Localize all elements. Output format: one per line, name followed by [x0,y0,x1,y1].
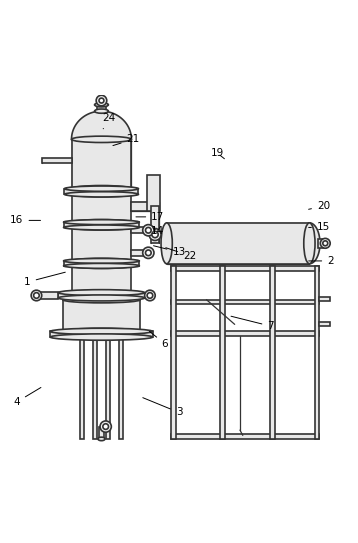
Ellipse shape [323,239,328,248]
Bar [151,206,159,238]
Bar [171,434,319,439]
Bar [39,292,58,299]
Bar [315,266,319,439]
Text: 19: 19 [211,148,224,159]
Ellipse shape [58,295,145,301]
Ellipse shape [95,103,108,107]
Ellipse shape [72,290,131,295]
Ellipse shape [58,289,145,295]
Circle shape [145,290,155,301]
Ellipse shape [95,109,108,113]
Ellipse shape [72,263,131,268]
Bar [167,223,309,264]
Bar [171,300,319,304]
Text: 22: 22 [166,248,196,261]
Ellipse shape [72,186,131,192]
Circle shape [145,250,151,256]
Bar [220,266,225,439]
Bar [72,228,131,261]
Bar [99,427,104,439]
Bar [171,266,319,271]
Bar [106,337,110,439]
Circle shape [99,98,104,103]
Ellipse shape [63,296,140,303]
Bar [131,250,145,256]
Polygon shape [72,111,131,140]
Ellipse shape [64,192,139,197]
Bar [42,157,72,163]
Circle shape [143,225,154,236]
Bar [72,140,131,188]
Bar [80,337,84,439]
Bar [171,331,319,336]
Circle shape [320,238,330,248]
Text: 21: 21 [113,134,140,146]
Bar [58,293,145,298]
Ellipse shape [72,192,131,197]
Text: 14: 14 [151,226,164,236]
Bar [131,227,145,233]
Bar [270,266,275,439]
Ellipse shape [64,186,139,191]
Circle shape [145,228,151,233]
Circle shape [143,247,154,258]
Bar [72,194,131,222]
Bar [93,337,97,439]
Circle shape [152,231,158,238]
Ellipse shape [72,258,131,263]
Circle shape [96,95,107,106]
Circle shape [31,290,42,301]
Bar [131,202,154,211]
Text: 2: 2 [309,256,334,266]
Ellipse shape [304,223,315,264]
Text: 3: 3 [143,397,182,418]
Bar [97,105,106,111]
Ellipse shape [72,136,131,142]
Text: 1: 1 [24,272,65,287]
Bar [171,266,176,439]
Ellipse shape [161,223,172,264]
Text: 24: 24 [102,113,115,129]
Ellipse shape [50,329,153,334]
Bar [63,300,140,331]
Circle shape [100,421,111,432]
Bar [147,175,160,211]
Polygon shape [309,223,320,264]
Ellipse shape [98,437,105,441]
Bar [64,222,139,228]
Ellipse shape [64,225,139,230]
Bar [319,322,330,326]
Ellipse shape [72,225,131,230]
Circle shape [147,293,153,298]
Text: 15: 15 [309,223,330,232]
Ellipse shape [50,334,153,340]
Bar [319,297,330,301]
Text: 17: 17 [136,212,164,222]
Text: 16: 16 [10,216,40,225]
Text: 4: 4 [14,388,41,407]
Bar [318,239,325,248]
Ellipse shape [63,329,140,334]
Circle shape [34,293,39,298]
Bar [50,331,153,337]
Bar [64,188,139,194]
Bar [72,266,131,293]
Bar [151,238,159,243]
Ellipse shape [64,263,139,268]
Text: 20: 20 [309,201,330,211]
Circle shape [149,229,161,241]
Text: 13: 13 [154,246,186,257]
Circle shape [103,424,108,430]
Bar [64,261,139,266]
Circle shape [323,241,328,246]
Text: 7: 7 [231,316,274,331]
Bar [118,337,123,439]
Ellipse shape [64,258,139,263]
Text: 6: 6 [149,331,168,349]
Ellipse shape [64,220,139,225]
Ellipse shape [72,219,131,225]
